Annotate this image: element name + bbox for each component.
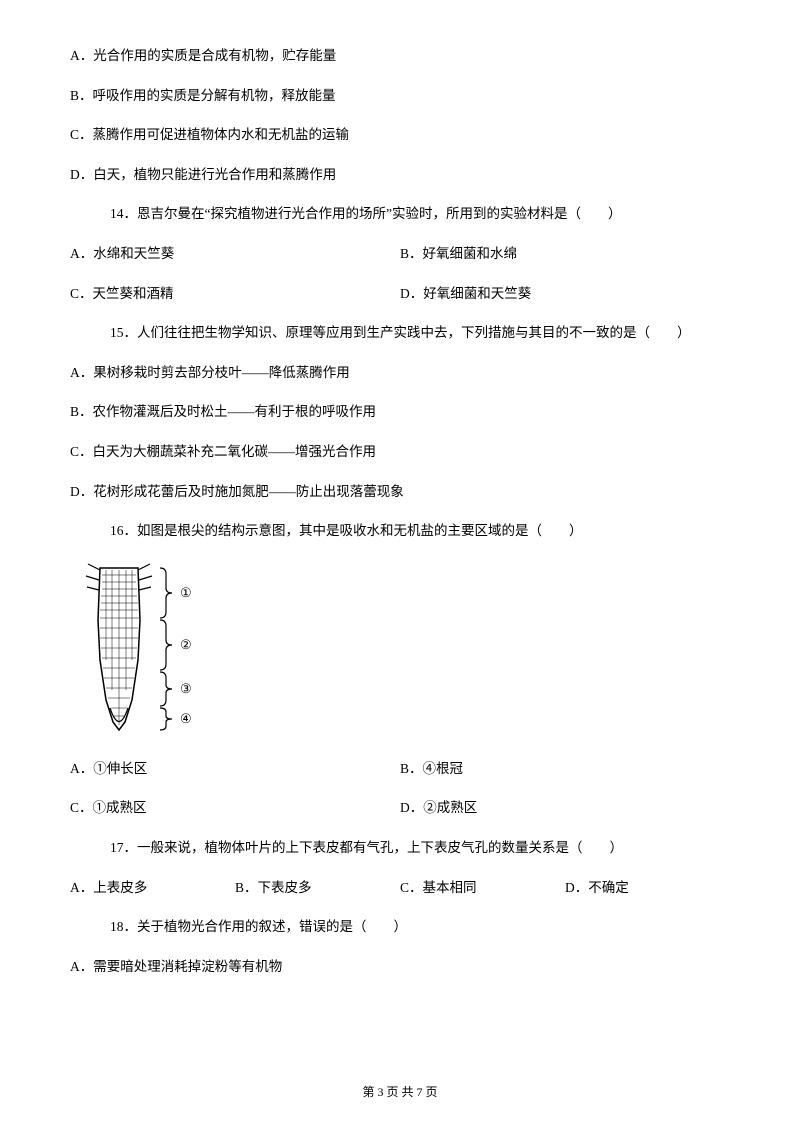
q15-option-a: A．果树移栽时剪去部分枝叶——降低蒸腾作用 bbox=[70, 362, 730, 384]
intro-option-b: B．呼吸作用的实质是分解有机物，释放能量 bbox=[70, 85, 730, 107]
q17-stem: 17．一般来说，植物体叶片的上下表皮都有气孔，上下表皮气孔的数量关系是（ ） bbox=[70, 837, 730, 859]
intro-option-d: D．白天，植物只能进行光合作用和蒸腾作用 bbox=[70, 164, 730, 186]
q16-option-a: A．①伸长区 bbox=[70, 758, 400, 780]
diagram-label-2: ② bbox=[180, 637, 192, 652]
intro-option-c: C．蒸腾作用可促进植物体内水和无机盐的运输 bbox=[70, 124, 730, 146]
q16-row1: A．①伸长区 B．④根冠 bbox=[70, 758, 730, 780]
q15-option-d: D．花树形成花蕾后及时施加氮肥——防止出现落蕾现象 bbox=[70, 481, 730, 503]
q14-option-b: B．好氧细菌和水绵 bbox=[400, 243, 730, 265]
q14-row1: A．水绵和天竺葵 B．好氧细菌和水绵 bbox=[70, 243, 730, 265]
q17-option-b: B．下表皮多 bbox=[235, 877, 400, 899]
q17-option-c: C．基本相同 bbox=[400, 877, 565, 899]
diagram-label-4: ④ bbox=[180, 711, 192, 726]
q15-option-b: B．农作物灌溉后及时松土——有利于根的呼吸作用 bbox=[70, 401, 730, 423]
q16-option-b: B．④根冠 bbox=[400, 758, 730, 780]
q14-option-d: D．好氧细菌和天竺葵 bbox=[400, 283, 730, 305]
q14-row2: C．天竺葵和酒精 D．好氧细菌和天竺葵 bbox=[70, 283, 730, 305]
q16-stem: 16．如图是根尖的结构示意图，其中是吸收水和无机盐的主要区域的是（ ） bbox=[70, 520, 730, 542]
q14-option-c: C．天竺葵和酒精 bbox=[70, 283, 400, 305]
q16-row2: C．①成熟区 D．②成熟区 bbox=[70, 797, 730, 819]
q14-option-a: A．水绵和天竺葵 bbox=[70, 243, 400, 265]
q16-option-d: D．②成熟区 bbox=[400, 797, 730, 819]
q15-option-c: C．白天为大棚蔬菜补充二氧化碳——增强光合作用 bbox=[70, 441, 730, 463]
page-footer: 第 3 页 共 7 页 bbox=[0, 1083, 800, 1102]
q17-option-a: A．上表皮多 bbox=[70, 877, 235, 899]
q18-stem: 18．关于植物光合作用的叙述，错误的是（ ） bbox=[70, 916, 730, 938]
root-tip-diagram: ① ② ③ ④ bbox=[70, 560, 730, 740]
q16-option-c: C．①成熟区 bbox=[70, 797, 400, 819]
diagram-label-3: ③ bbox=[180, 681, 192, 696]
q17-options: A．上表皮多 B．下表皮多 C．基本相同 D．不确定 bbox=[70, 877, 730, 899]
q15-stem: 15．人们往往把生物学知识、原理等应用到生产实践中去，下列措施与其目的不一致的是… bbox=[70, 322, 730, 344]
q17-option-d: D．不确定 bbox=[565, 877, 730, 899]
intro-option-a: A．光合作用的实质是合成有机物，贮存能量 bbox=[70, 45, 730, 67]
diagram-label-1: ① bbox=[180, 585, 192, 600]
q18-option-a: A．需要暗处理消耗掉淀粉等有机物 bbox=[70, 956, 730, 978]
q14-stem: 14．恩吉尔曼在“探究植物进行光合作用的场所”实验时，所用到的实验材料是（ ） bbox=[70, 203, 730, 225]
